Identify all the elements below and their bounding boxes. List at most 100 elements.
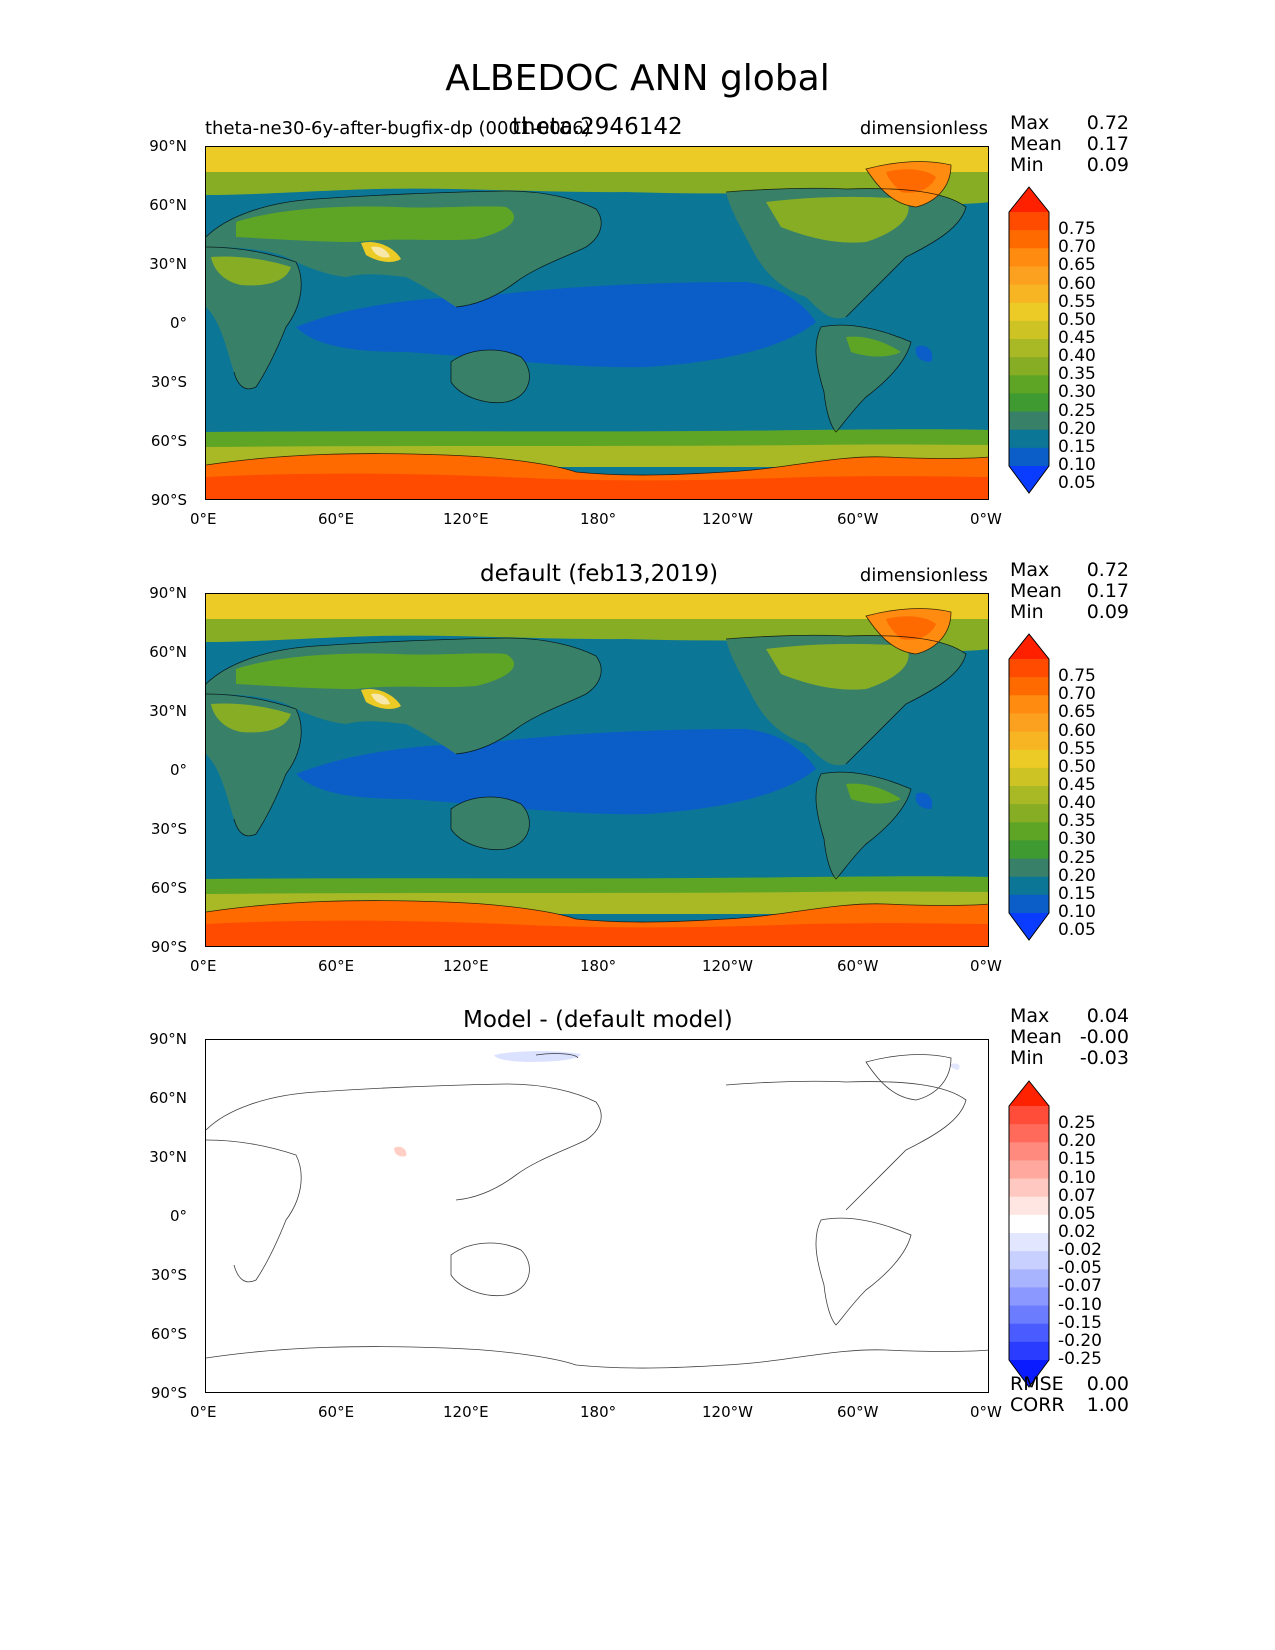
colorbar-tick-label: 0.75 bbox=[1058, 219, 1096, 240]
colorbar-segment bbox=[1009, 212, 1049, 231]
colorbar-segment bbox=[1009, 804, 1049, 823]
lon-tick: 180° bbox=[580, 510, 617, 528]
max-value: 0.04 bbox=[1086, 1005, 1129, 1027]
colorbar-tick-label: 0.05 bbox=[1058, 1203, 1096, 1224]
min-label: Min bbox=[1010, 154, 1044, 176]
colorbar-tick-label: 0.02 bbox=[1058, 1222, 1096, 1242]
min-value: 0.09 bbox=[1086, 154, 1129, 176]
lon-tick: 60°E bbox=[318, 1403, 355, 1421]
colorbar: 0.75 0.70 0.65 0.60 0.55 0.50 0.45 0.40 0.35 0.30… bbox=[1008, 186, 1118, 498]
colorbar-extend-top bbox=[1009, 1081, 1049, 1106]
colorbar-tick-label: 0.65 bbox=[1058, 255, 1096, 276]
colorbar-segment bbox=[1009, 1305, 1049, 1325]
colorbar-segment bbox=[1009, 1323, 1049, 1343]
lon-tick: 120°W bbox=[702, 957, 753, 975]
colorbar-segment bbox=[1009, 1124, 1049, 1143]
colorbar-graphic bbox=[1008, 1080, 1050, 1388]
figure-title: ALBEDOC ANN global bbox=[445, 58, 830, 99]
colorbar-extend-bottom bbox=[1009, 913, 1049, 940]
colorbar-segment bbox=[1009, 1178, 1049, 1198]
colorbar-tick-label: 0.05 bbox=[1058, 920, 1096, 941]
colorbar-tick-label: 0.50 bbox=[1058, 309, 1096, 330]
colorbar-tick-label: 0.20 bbox=[1058, 865, 1096, 886]
colorbar-tick-label: 0.40 bbox=[1058, 793, 1096, 814]
colorbar-segment bbox=[1009, 1269, 1049, 1288]
lon-tick: 0°W bbox=[970, 957, 1002, 975]
lat-tick: 90°N bbox=[149, 1030, 187, 1048]
lon-tick: 120°E bbox=[443, 957, 489, 975]
colorbar-tick-label: 0.07 bbox=[1058, 1185, 1096, 1206]
lon-tick: 0°W bbox=[970, 1403, 1002, 1421]
colorbar-tick-label: 0.10 bbox=[1058, 902, 1096, 922]
panel-units: dimensionless bbox=[859, 565, 988, 586]
panel-left-title: theta-ne30-6y-after-bugfix-dp (0001-0006… bbox=[205, 118, 591, 139]
colorbar-segment bbox=[1009, 266, 1049, 286]
max-label: Max bbox=[1010, 559, 1050, 581]
lon-tick: 60°E bbox=[318, 510, 355, 528]
lat-tick: 0° bbox=[169, 1207, 187, 1225]
colorbar-outline bbox=[1008, 186, 1050, 494]
lat-tick: 60°N bbox=[149, 1089, 187, 1107]
colorbar-tick-label: -0.02 bbox=[1058, 1240, 1102, 1261]
colorbar-extend-bottom bbox=[1009, 466, 1049, 493]
lat-tick: 30°S bbox=[150, 1266, 187, 1284]
colorbar-tick-label: 0.05 bbox=[1058, 473, 1096, 494]
colorbar-tick-label: -0.10 bbox=[1058, 1294, 1102, 1315]
colorbar-tick-label: 0.40 bbox=[1058, 346, 1096, 367]
lat-tick: 0° bbox=[169, 761, 187, 779]
colorbar-tick-label: 0.45 bbox=[1058, 328, 1096, 348]
lon-tick: 180° bbox=[580, 957, 617, 975]
colorbar-tick-label: 0.15 bbox=[1058, 883, 1096, 904]
colorbar-segment bbox=[1009, 876, 1049, 896]
lat-tick: 60°N bbox=[149, 643, 187, 661]
lat-tick: 60°S bbox=[150, 432, 187, 450]
lon-tick: 0°E bbox=[190, 510, 217, 528]
min-value: -0.03 bbox=[1079, 1047, 1129, 1069]
colorbar-tick-label: 0.50 bbox=[1058, 756, 1096, 777]
colorbar-segment bbox=[1009, 1287, 1049, 1307]
lat-tick: 90°S bbox=[150, 1384, 187, 1402]
colorbar-segment bbox=[1009, 1341, 1049, 1361]
lon-tick: 60°E bbox=[318, 957, 355, 975]
colorbar-tick-label: 0.60 bbox=[1058, 720, 1096, 741]
mean-value: 0.17 bbox=[1086, 133, 1129, 155]
rmse-value: 0.00 bbox=[1086, 1373, 1129, 1395]
colorbar-tick-label: 0.10 bbox=[1058, 1167, 1096, 1188]
colorbar-tick-label: 0.70 bbox=[1058, 237, 1096, 258]
difference-map bbox=[205, 1039, 989, 1393]
colorbar-segment bbox=[1009, 393, 1049, 413]
colorbar-segment bbox=[1009, 786, 1049, 805]
colorbar: 0.25 0.20 0.15 0.10 0.07 0.05 0.02 -0.02 -0.05 -0… bbox=[1008, 1080, 1118, 1392]
colorbar-segment bbox=[1009, 1251, 1049, 1270]
lon-tick: 180° bbox=[580, 1403, 617, 1421]
colorbar-tick-label: 0.65 bbox=[1058, 702, 1096, 723]
albedo-map bbox=[205, 593, 989, 947]
lat-tick: 30°N bbox=[149, 1148, 187, 1166]
colorbar-tick-label: 0.35 bbox=[1058, 364, 1096, 385]
min-label: Min bbox=[1010, 601, 1044, 623]
colorbar-tick-label: 0.25 bbox=[1058, 1113, 1096, 1134]
difference-field bbox=[206, 1040, 988, 1392]
lon-tick: 60°W bbox=[837, 1403, 879, 1421]
colorbar-tick-label: -0.25 bbox=[1058, 1349, 1102, 1369]
colorbar-segment bbox=[1009, 1196, 1049, 1216]
colorbar-segment bbox=[1009, 1106, 1049, 1125]
max-label: Max bbox=[1010, 1005, 1050, 1027]
colorbar-extend-bottom bbox=[1009, 1360, 1049, 1387]
max-value: 0.72 bbox=[1086, 559, 1129, 581]
lon-tick: 0°W bbox=[970, 510, 1002, 528]
lat-tick: 30°S bbox=[150, 373, 187, 391]
lon-tick: 120°W bbox=[702, 510, 753, 528]
colorbar-segment bbox=[1009, 840, 1049, 860]
lat-tick: 0° bbox=[169, 314, 187, 332]
colorbar-segment bbox=[1009, 894, 1049, 914]
colorbar-segment bbox=[1009, 695, 1049, 714]
colorbar-tick-label: 0.30 bbox=[1058, 829, 1096, 850]
colorbar-tick-label: 0.55 bbox=[1058, 738, 1096, 759]
panel-center-title: Model - (default model) bbox=[463, 1007, 733, 1033]
lon-tick: 120°E bbox=[443, 510, 489, 528]
colorbar-segment bbox=[1009, 1142, 1049, 1161]
max-value: 0.72 bbox=[1086, 112, 1129, 134]
colorbar-segment bbox=[1009, 1233, 1049, 1252]
colorbar-tick-label: 0.20 bbox=[1058, 418, 1096, 439]
